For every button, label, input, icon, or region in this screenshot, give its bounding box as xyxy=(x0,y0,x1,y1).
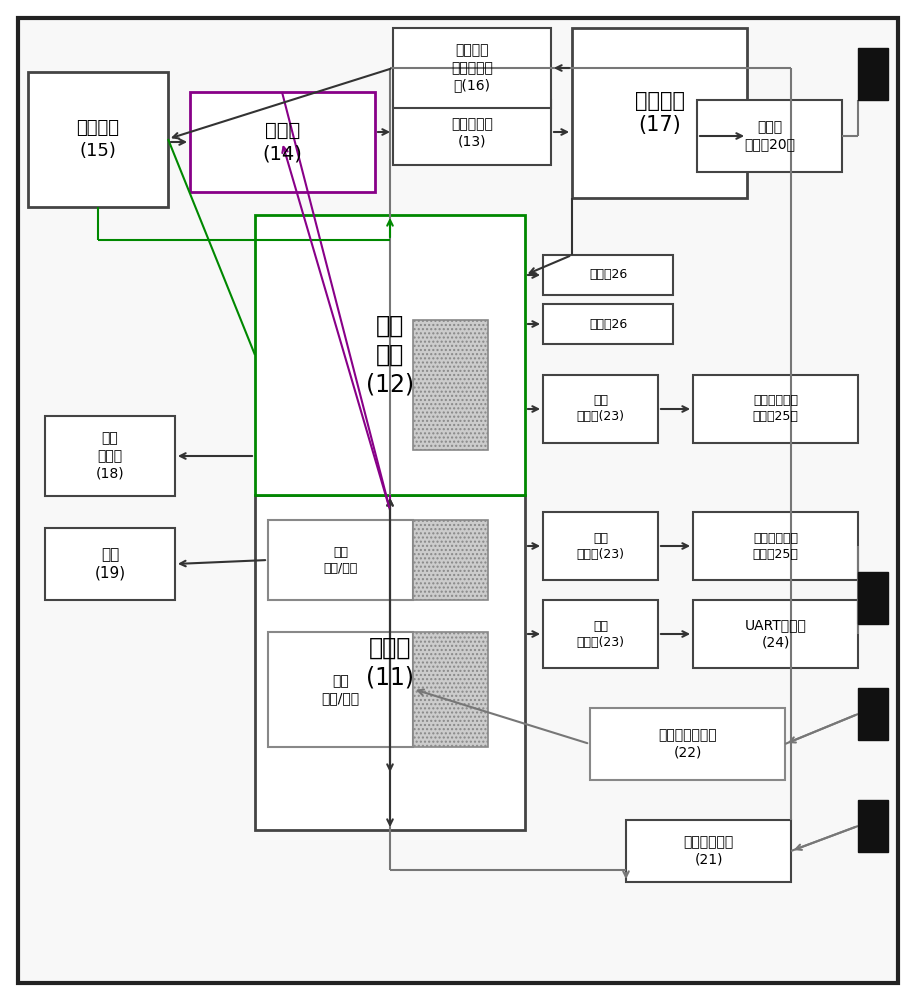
Text: 用户
输入/输出: 用户 输入/输出 xyxy=(323,546,358,574)
Text: 数字
基带
(12): 数字 基带 (12) xyxy=(366,313,414,397)
Bar xyxy=(626,820,791,882)
Bar xyxy=(268,520,413,600)
Text: 风扇
(19): 风扇 (19) xyxy=(95,547,126,581)
Text: 收发开关
(17): 收发开关 (17) xyxy=(634,91,685,135)
Bar xyxy=(572,28,747,198)
Bar xyxy=(697,100,842,172)
Bar xyxy=(268,632,413,747)
Bar xyxy=(543,375,658,443)
Text: 接头
连接器(23): 接头 连接器(23) xyxy=(577,532,624,560)
Bar xyxy=(413,520,488,600)
Text: 通用输入输出
模块（25）: 通用输入输出 模块（25） xyxy=(753,532,799,560)
Text: 调制器整流器
(21): 调制器整流器 (21) xyxy=(683,835,733,867)
Text: 接头
连接器(23): 接头 连接器(23) xyxy=(577,619,624,648)
Bar xyxy=(858,48,888,100)
Bar xyxy=(693,600,858,668)
Text: 功率放大器
(13): 功率放大器 (13) xyxy=(451,117,493,148)
Bar xyxy=(543,600,658,668)
Text: 以太网络连接器
(22): 以太网络连接器 (22) xyxy=(658,728,717,760)
Text: 指示灧26: 指示灧26 xyxy=(588,318,627,330)
Bar xyxy=(45,416,175,496)
Text: 处理器
(11): 处理器 (11) xyxy=(366,636,414,689)
Bar xyxy=(693,375,858,443)
Text: UART串口行
(24): UART串口行 (24) xyxy=(744,618,806,650)
Bar xyxy=(393,28,551,108)
Bar xyxy=(393,100,551,165)
Bar xyxy=(413,632,488,747)
Bar xyxy=(45,528,175,600)
Text: 模拟前台
(15): 模拟前台 (15) xyxy=(76,119,119,160)
Bar xyxy=(858,688,888,740)
Bar xyxy=(858,572,888,624)
Text: 用户
输入/输出: 用户 输入/输出 xyxy=(321,674,360,705)
Text: 脉冲器
(14): 脉冲器 (14) xyxy=(263,121,302,163)
Bar xyxy=(543,304,673,344)
Bar xyxy=(28,72,168,207)
Bar xyxy=(858,800,888,852)
Bar xyxy=(190,92,375,192)
Bar xyxy=(543,255,673,295)
Text: 指示灧26: 指示灧26 xyxy=(588,268,627,282)
Bar xyxy=(590,708,785,780)
Text: 记忆
存储器
(18): 记忆 存储器 (18) xyxy=(95,432,124,480)
Bar xyxy=(413,320,488,450)
Bar xyxy=(255,215,525,495)
Bar xyxy=(543,512,658,580)
Bar xyxy=(255,495,525,830)
Text: 天线连
接头（20）: 天线连 接头（20） xyxy=(744,120,795,152)
Bar xyxy=(693,512,858,580)
Text: 带通过滤
低噪音放大
器(16): 带通过滤 低噪音放大 器(16) xyxy=(451,44,493,92)
Text: 通用输入输出
模块（25）: 通用输入输出 模块（25） xyxy=(753,394,799,424)
Text: 接头
连接器(23): 接头 连接器(23) xyxy=(577,394,624,424)
